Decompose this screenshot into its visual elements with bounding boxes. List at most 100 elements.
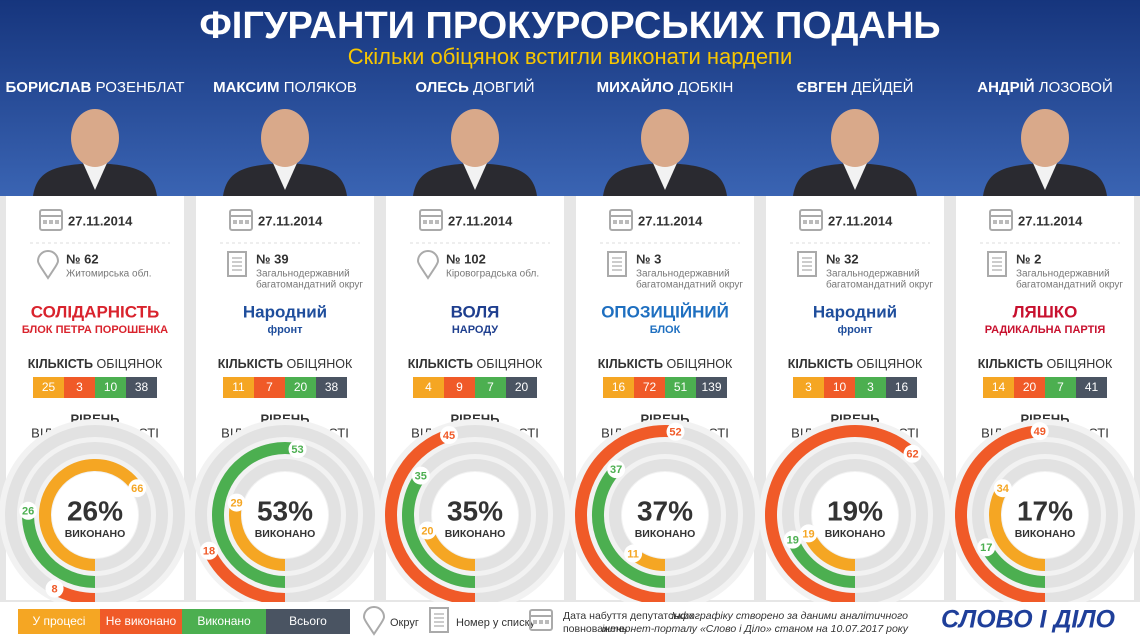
promises-label-rest: ОБІЦЯНОК	[1047, 357, 1113, 371]
promise-box	[1014, 377, 1045, 398]
last-name: РОЗЕНБЛАТ	[96, 79, 185, 96]
promise-count: 16	[612, 380, 626, 394]
person-name: БОРИСЛАВ РОЗЕНБЛАТ	[6, 79, 185, 96]
calendar-icon-cell	[429, 220, 433, 224]
arc-label-bg	[440, 426, 459, 445]
gauge-center	[242, 472, 328, 558]
promise-box	[696, 377, 727, 398]
last-name: ДОВГИЙ	[473, 78, 535, 96]
arc-label-bg	[666, 422, 685, 441]
photo-collar	[1033, 163, 1057, 190]
promise-box	[33, 377, 64, 398]
promise-count: 3	[805, 380, 812, 394]
district-number: № 2	[1016, 251, 1041, 266]
gauge-center	[52, 472, 138, 558]
calendar-icon	[799, 209, 823, 231]
promises-label-rest: ОБІЦЯНОК	[287, 357, 353, 371]
photo-collar	[653, 163, 677, 190]
promise-box	[95, 377, 126, 398]
arc-label-bg	[624, 544, 643, 563]
district-text: багатомандатний округ	[256, 279, 363, 291]
district-text: багатомандатний округ	[826, 279, 933, 291]
pin-icon	[36, 250, 60, 280]
promises-label: КІЛЬКІСТЬ ОБІЦЯНОК	[598, 357, 733, 371]
party-subname: фронт	[267, 324, 303, 336]
promises-label: КІЛЬКІСТЬ ОБІЦЯНОК	[978, 357, 1113, 371]
district-number: № 3	[636, 251, 661, 266]
first-name: ОЛЕСЬ	[415, 79, 469, 96]
gauge-arc	[955, 425, 1046, 605]
promise-box	[824, 377, 855, 398]
promise-box	[1076, 377, 1107, 398]
legend-swatch	[100, 609, 182, 634]
gauge-arc	[385, 429, 476, 605]
promises-label: КІЛЬКІСТЬ ОБІЦЯНОК	[218, 357, 353, 371]
district-number: № 102	[446, 251, 486, 266]
percent-done: 19%	[827, 495, 883, 526]
arc-label: 17	[980, 542, 992, 554]
arc-label: 26	[22, 506, 34, 518]
arc-label-bg	[903, 444, 922, 463]
legend-swatch	[266, 609, 350, 634]
list-icon	[797, 251, 817, 277]
legend-swatch	[182, 609, 266, 634]
promises-label-rest: ОБІЦЯНОК	[97, 357, 163, 371]
promise-box	[983, 377, 1014, 398]
photo-head	[641, 109, 689, 167]
promise-box	[506, 377, 537, 398]
calendar-icon-cell	[233, 220, 237, 224]
promises-label: КІЛЬКІСТЬ ОБІЦЯНОК	[28, 357, 163, 371]
party-name: Народний	[813, 302, 897, 321]
calendar-icon-cell	[435, 220, 439, 224]
date: 27.11.2014	[68, 213, 133, 228]
percent-done: 26%	[67, 495, 123, 526]
calendar-icon-cell	[533, 620, 537, 624]
district-text: Загальнодержавний	[1016, 269, 1110, 280]
party-subname: фронт	[837, 324, 873, 336]
percent-done: 53%	[257, 495, 313, 526]
brand-logo: СЛОВО І ДІЛО	[941, 606, 1116, 634]
arc-label: 45	[443, 430, 455, 442]
promise-box	[413, 377, 444, 398]
list-icon	[607, 251, 627, 277]
arc-label: 53	[291, 444, 303, 456]
promises-label-bold: КІЛЬКІСТЬ	[218, 357, 283, 371]
arc-label-bg	[799, 524, 818, 543]
calendar-icon-cell	[49, 220, 53, 224]
district-text: Кіровоградська обл.	[446, 268, 539, 280]
arc-label: 49	[1034, 426, 1046, 438]
legend-label: Всього	[289, 614, 327, 628]
photo-collar	[273, 163, 297, 190]
district-number: № 32	[826, 251, 859, 266]
arc-label-bg	[977, 538, 996, 557]
percent-done: 17%	[1017, 495, 1073, 526]
promise-count: 16	[895, 380, 909, 394]
percent-done: 35%	[447, 495, 503, 526]
district-text: багатомандатний округ	[636, 279, 743, 291]
party-name: ВОЛЯ	[451, 302, 500, 321]
gauge-arc	[22, 510, 96, 588]
calendar-icon-cell	[245, 220, 249, 224]
arc-label-bg	[288, 440, 307, 459]
promise-box	[855, 377, 886, 398]
gauge-arc	[575, 425, 677, 605]
arc-label: 19	[802, 528, 814, 540]
first-name: МАКСИМ	[213, 79, 279, 96]
arc-label: 19	[787, 535, 799, 547]
arc-label-bg	[411, 466, 430, 485]
arc-label: 11	[627, 548, 639, 560]
header-background	[0, 0, 1140, 196]
gauge-arc	[39, 459, 143, 571]
calendar-icon	[39, 209, 63, 231]
calendar-icon-cell	[43, 220, 47, 224]
list-icon	[227, 251, 247, 277]
promise-count: 3	[867, 380, 874, 394]
promise-count: 9	[456, 380, 463, 394]
promise-count: 20	[515, 380, 529, 394]
promise-box	[223, 377, 254, 398]
legend-icon-label: Округ	[390, 617, 419, 629]
calendar-icon-cell	[539, 620, 543, 624]
gauge-arc	[402, 472, 476, 588]
person-name: МИХАЙЛО ДОБКІН	[597, 78, 734, 96]
promises-label: КІЛЬКІСТЬ ОБІЦЯНОК	[408, 357, 543, 371]
